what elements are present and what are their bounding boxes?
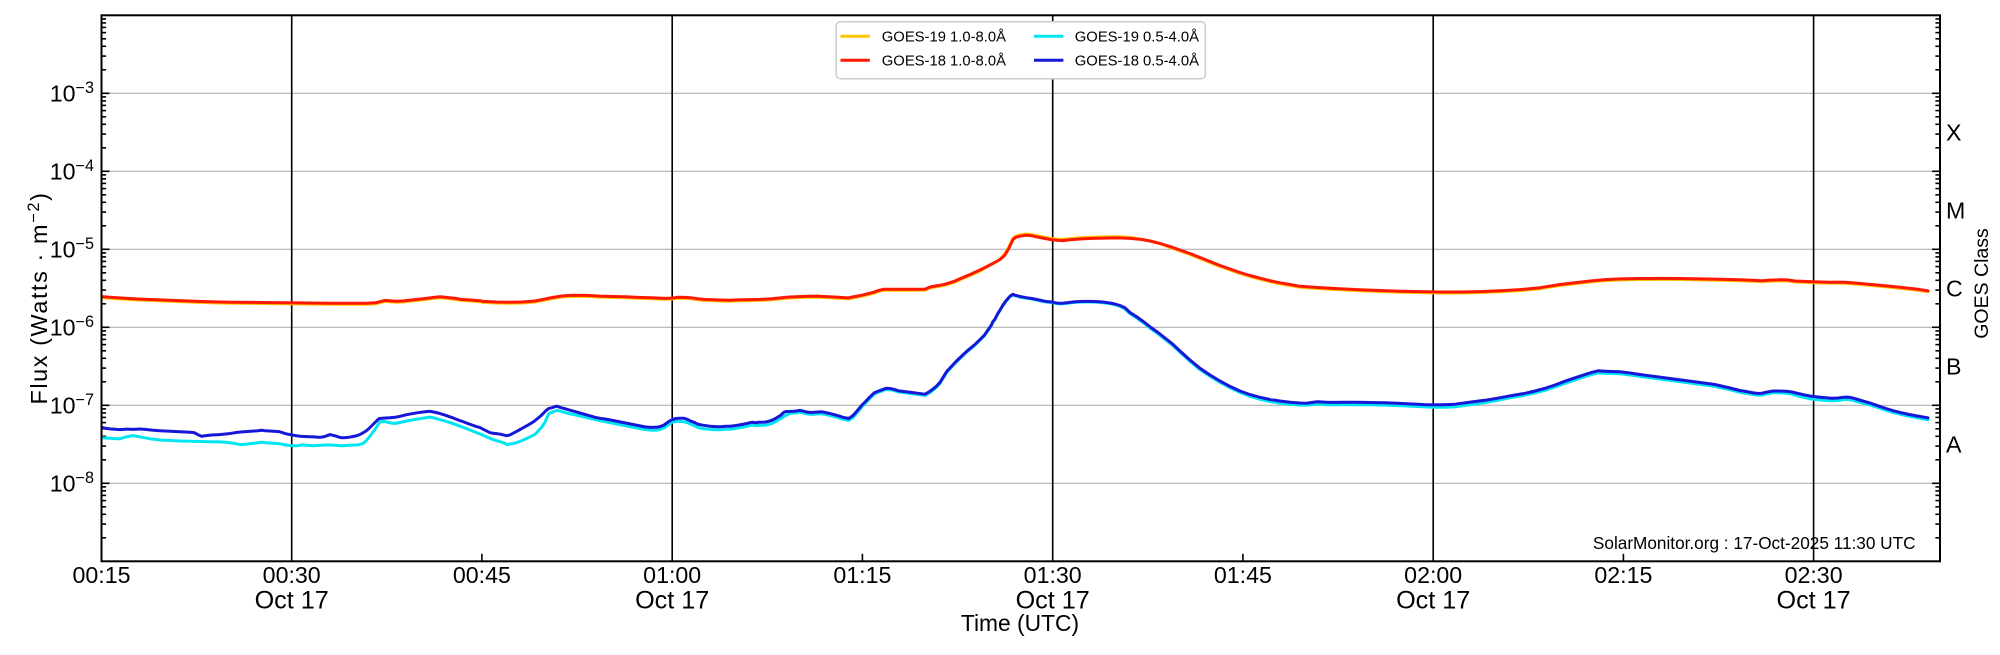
svg-text:10−5: 10−5 (50, 235, 94, 263)
svg-text:C: C (1946, 276, 1963, 302)
svg-text:GOES-19 0.5-4.0Å: GOES-19 0.5-4.0Å (1075, 29, 1199, 46)
svg-text:Time (UTC): Time (UTC) (961, 610, 1079, 636)
svg-text:01:00: 01:00 (643, 562, 701, 588)
svg-text:SolarMonitor.org : 17-Oct-2025: SolarMonitor.org : 17-Oct-2025 11:30 UTC (1593, 533, 1916, 553)
svg-text:Oct 17: Oct 17 (1776, 587, 1850, 615)
svg-text:Oct 17: Oct 17 (1396, 587, 1470, 615)
svg-text:A: A (1946, 432, 1962, 458)
svg-text:B: B (1946, 354, 1961, 380)
svg-text:X: X (1946, 120, 1961, 146)
svg-text:Oct 17: Oct 17 (255, 587, 329, 615)
svg-text:GOES-18 0.5-4.0Å: GOES-18 0.5-4.0Å (1075, 53, 1199, 70)
svg-text:01:45: 01:45 (1214, 562, 1272, 588)
svg-text:02:15: 02:15 (1594, 562, 1652, 588)
svg-text:02:00: 02:00 (1404, 562, 1462, 588)
svg-text:M: M (1946, 198, 1965, 224)
svg-text:GOES-19 1.0-8.0Å: GOES-19 1.0-8.0Å (882, 29, 1006, 46)
svg-text:01:15: 01:15 (833, 562, 891, 588)
svg-text:Oct 17: Oct 17 (635, 587, 709, 615)
svg-text:10−7: 10−7 (50, 391, 94, 419)
svg-text:01:30: 01:30 (1024, 562, 1082, 588)
svg-text:02:30: 02:30 (1785, 562, 1843, 588)
svg-text:GOES Class: GOES Class (1971, 228, 1993, 339)
svg-text:00:30: 00:30 (263, 562, 321, 588)
svg-text:Flux (Watts · m−2): Flux (Watts · m−2) (25, 191, 52, 404)
svg-text:Oct 17: Oct 17 (1016, 587, 1090, 615)
svg-text:00:15: 00:15 (72, 562, 130, 588)
svg-text:00:45: 00:45 (453, 562, 511, 588)
svg-text:GOES-18 1.0-8.0Å: GOES-18 1.0-8.0Å (882, 53, 1006, 70)
